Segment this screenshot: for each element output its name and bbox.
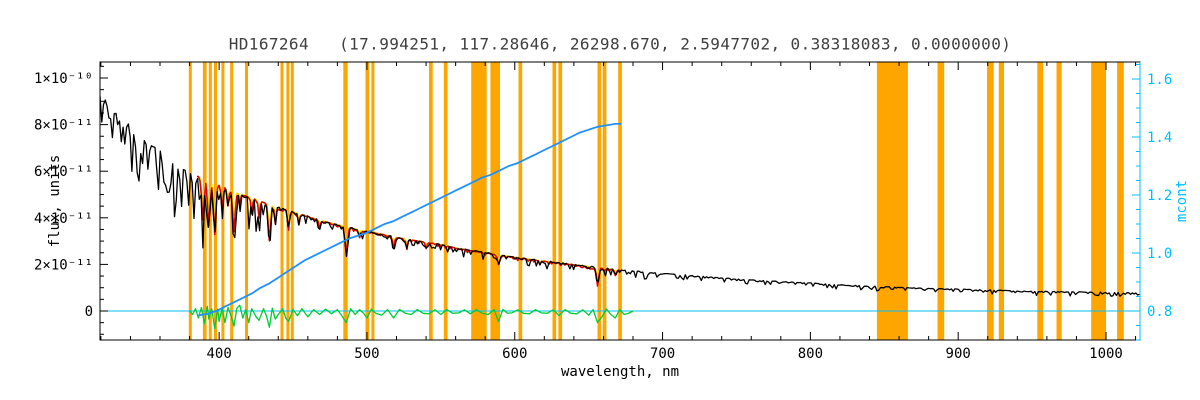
axes: 400 500 600 700 800 900 1000 0 2×10⁻¹¹ 4×10⁻¹¹ 6×1… <box>34 61 1172 362</box>
red-fit-curve <box>196 175 622 287</box>
y-right-tick-label: 0.8 <box>1147 304 1172 320</box>
mask-band <box>1056 62 1062 340</box>
mask-band <box>1091 62 1106 340</box>
x-tick-label: 1000 <box>1089 346 1123 362</box>
x-tick-label: 500 <box>354 346 379 362</box>
y-right-tick-label: 1.2 <box>1147 188 1172 204</box>
y-left-tick-label: 1×10⁻¹⁰ <box>34 71 93 87</box>
x-tick-label: 800 <box>798 346 823 362</box>
y-left-tick-label: 0 <box>85 304 93 320</box>
mask-band <box>987 62 994 340</box>
mask-band <box>602 62 607 340</box>
observed-spectrum-curve <box>100 96 1140 297</box>
mask-band <box>1037 62 1044 340</box>
plot-title: HD167264 (17.994251, 117.28646, 26298.67… <box>228 34 1012 54</box>
x-tick-label: 600 <box>502 346 527 362</box>
mask-band <box>937 62 945 340</box>
mask-band <box>371 62 375 340</box>
mask-band <box>245 62 248 340</box>
mask-band <box>552 62 557 340</box>
mask-band <box>1117 62 1124 340</box>
mask-band <box>876 62 908 340</box>
y-right-tick-label: 1.0 <box>1147 246 1172 262</box>
x-tick-label: 400 <box>206 346 231 362</box>
mask-band <box>290 62 294 340</box>
mask-band <box>518 62 523 340</box>
x-tick-label: 700 <box>650 346 675 362</box>
curves <box>100 96 1140 330</box>
mask-bands <box>188 62 1124 340</box>
y-left-tick-label: 6×10⁻¹¹ <box>34 164 93 180</box>
mask-band <box>188 62 192 340</box>
mask-band <box>286 62 290 340</box>
x-axis-label: wavelength, nm <box>560 364 680 380</box>
mask-band <box>558 62 563 340</box>
y-right-tick-label: 1.4 <box>1147 130 1172 146</box>
y-left-tick-label: 4×10⁻¹¹ <box>34 211 93 227</box>
y-right-tick-label: 1.6 <box>1147 72 1172 88</box>
mask-band <box>280 62 284 340</box>
mask-band <box>597 62 602 340</box>
mask-band <box>429 62 433 340</box>
mask-band <box>618 62 622 340</box>
y-left-tick-label: 8×10⁻¹¹ <box>34 118 93 134</box>
mask-band <box>490 62 500 340</box>
x-tick-label: 900 <box>946 346 971 362</box>
mask-band <box>343 62 348 340</box>
mcont-curve <box>198 123 622 317</box>
mask-band <box>998 62 1004 340</box>
mask-band <box>443 62 448 340</box>
mask-band <box>471 62 487 340</box>
y-left-tick-label: 2×10⁻¹¹ <box>34 257 93 273</box>
mask-band <box>365 62 370 340</box>
residuals-curve <box>189 304 634 330</box>
